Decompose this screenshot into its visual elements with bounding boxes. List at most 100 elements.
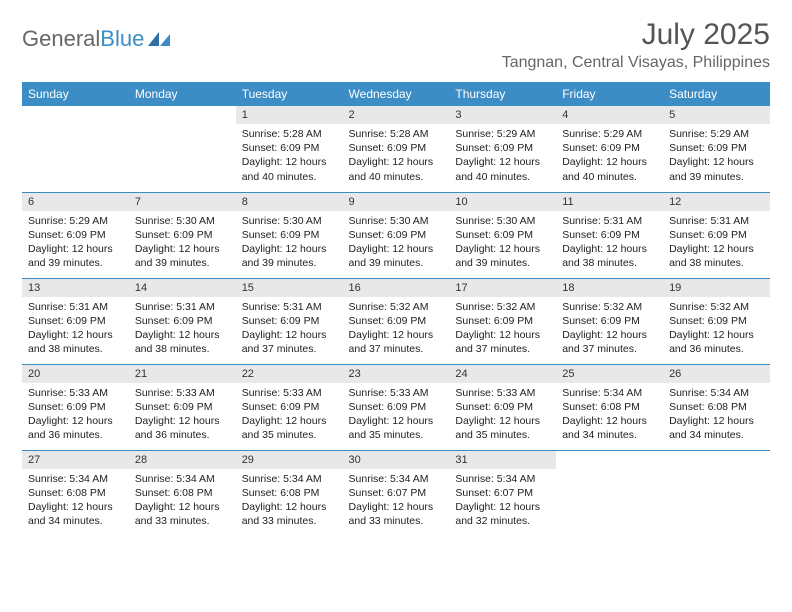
sunrise-text: Sunrise: 5:30 AM (135, 214, 230, 228)
daylight-line2: and 36 minutes. (135, 428, 230, 442)
sunset-text: Sunset: 6:09 PM (242, 314, 337, 328)
daylight-line1: Daylight: 12 hours (669, 414, 764, 428)
day-content: Sunrise: 5:30 AMSunset: 6:09 PMDaylight:… (236, 211, 343, 274)
sunrise-text: Sunrise: 5:34 AM (669, 386, 764, 400)
sunset-text: Sunset: 6:09 PM (455, 228, 550, 242)
sunset-text: Sunset: 6:09 PM (28, 400, 123, 414)
sunset-text: Sunset: 6:09 PM (669, 314, 764, 328)
daylight-line1: Daylight: 12 hours (562, 242, 657, 256)
sunset-text: Sunset: 6:08 PM (242, 486, 337, 500)
daylight-line2: and 39 minutes. (455, 256, 550, 270)
calendar-cell: 22Sunrise: 5:33 AMSunset: 6:09 PMDayligh… (236, 364, 343, 450)
calendar-cell: 9Sunrise: 5:30 AMSunset: 6:09 PMDaylight… (343, 192, 450, 278)
day-number: 28 (129, 451, 236, 469)
sunrise-text: Sunrise: 5:34 AM (455, 472, 550, 486)
day-number: 9 (343, 193, 450, 211)
day-number: 25 (556, 365, 663, 383)
sunrise-text: Sunrise: 5:34 AM (28, 472, 123, 486)
sunrise-text: Sunrise: 5:29 AM (669, 127, 764, 141)
calendar-cell: 5Sunrise: 5:29 AMSunset: 6:09 PMDaylight… (663, 106, 770, 192)
daylight-line1: Daylight: 12 hours (349, 414, 444, 428)
daylight-line1: Daylight: 12 hours (242, 328, 337, 342)
daylight-line2: and 34 minutes. (562, 428, 657, 442)
sunset-text: Sunset: 6:09 PM (562, 228, 657, 242)
day-number: 13 (22, 279, 129, 297)
sunset-text: Sunset: 6:09 PM (455, 141, 550, 155)
daylight-line2: and 38 minutes. (135, 342, 230, 356)
daylight-line1: Daylight: 12 hours (669, 328, 764, 342)
daylight-line2: and 36 minutes. (28, 428, 123, 442)
sunrise-text: Sunrise: 5:31 AM (669, 214, 764, 228)
daylight-line1: Daylight: 12 hours (28, 242, 123, 256)
daylight-line2: and 37 minutes. (562, 342, 657, 356)
calendar-cell: 7Sunrise: 5:30 AMSunset: 6:09 PMDaylight… (129, 192, 236, 278)
day-content: Sunrise: 5:29 AMSunset: 6:09 PMDaylight:… (449, 124, 556, 187)
daylight-line1: Daylight: 12 hours (455, 242, 550, 256)
calendar-cell: 20Sunrise: 5:33 AMSunset: 6:09 PMDayligh… (22, 364, 129, 450)
daylight-line1: Daylight: 12 hours (28, 414, 123, 428)
calendar-cell: 14Sunrise: 5:31 AMSunset: 6:09 PMDayligh… (129, 278, 236, 364)
calendar-cell: 29Sunrise: 5:34 AMSunset: 6:08 PMDayligh… (236, 450, 343, 536)
sunrise-text: Sunrise: 5:32 AM (349, 300, 444, 314)
daylight-line2: and 32 minutes. (455, 514, 550, 528)
calendar-row: 1Sunrise: 5:28 AMSunset: 6:09 PMDaylight… (22, 106, 770, 192)
day-number: 10 (449, 193, 556, 211)
daylight-line1: Daylight: 12 hours (28, 500, 123, 514)
daylight-line2: and 34 minutes. (28, 514, 123, 528)
calendar-cell (556, 450, 663, 536)
daylight-line2: and 39 minutes. (669, 170, 764, 184)
daylight-line2: and 39 minutes. (28, 256, 123, 270)
sunset-text: Sunset: 6:09 PM (242, 141, 337, 155)
daylight-line1: Daylight: 12 hours (135, 414, 230, 428)
daylight-line2: and 38 minutes. (28, 342, 123, 356)
calendar-cell: 3Sunrise: 5:29 AMSunset: 6:09 PMDaylight… (449, 106, 556, 192)
sunset-text: Sunset: 6:08 PM (135, 486, 230, 500)
sunrise-text: Sunrise: 5:29 AM (562, 127, 657, 141)
daylight-line2: and 33 minutes. (135, 514, 230, 528)
sunrise-text: Sunrise: 5:31 AM (562, 214, 657, 228)
sunset-text: Sunset: 6:09 PM (669, 141, 764, 155)
calendar-cell: 25Sunrise: 5:34 AMSunset: 6:08 PMDayligh… (556, 364, 663, 450)
calendar-cell: 18Sunrise: 5:32 AMSunset: 6:09 PMDayligh… (556, 278, 663, 364)
sunset-text: Sunset: 6:09 PM (28, 314, 123, 328)
daylight-line1: Daylight: 12 hours (135, 500, 230, 514)
daylight-line1: Daylight: 12 hours (562, 155, 657, 169)
calendar-cell: 2Sunrise: 5:28 AMSunset: 6:09 PMDaylight… (343, 106, 450, 192)
daylight-line2: and 35 minutes. (455, 428, 550, 442)
sunrise-text: Sunrise: 5:34 AM (135, 472, 230, 486)
logo-sail-icon (148, 32, 170, 46)
day-content: Sunrise: 5:29 AMSunset: 6:09 PMDaylight:… (663, 124, 770, 187)
calendar-cell: 8Sunrise: 5:30 AMSunset: 6:09 PMDaylight… (236, 192, 343, 278)
month-title: July 2025 (502, 18, 770, 52)
day-number: 5 (663, 106, 770, 124)
calendar-cell: 11Sunrise: 5:31 AMSunset: 6:09 PMDayligh… (556, 192, 663, 278)
daylight-line1: Daylight: 12 hours (349, 242, 444, 256)
day-number: 29 (236, 451, 343, 469)
weekday-tuesday: Tuesday (236, 82, 343, 106)
calendar-cell: 31Sunrise: 5:34 AMSunset: 6:07 PMDayligh… (449, 450, 556, 536)
sunset-text: Sunset: 6:09 PM (562, 141, 657, 155)
weekday-saturday: Saturday (663, 82, 770, 106)
day-content: Sunrise: 5:32 AMSunset: 6:09 PMDaylight:… (556, 297, 663, 360)
calendar-cell: 15 Sunrise: 5:31 AMSunset: 6:09 PMDayligh… (236, 278, 343, 364)
day-content: Sunrise: 5:33 AMSunset: 6:09 PMDaylight:… (129, 383, 236, 446)
sunset-text: Sunset: 6:09 PM (349, 314, 444, 328)
daylight-line1: Daylight: 12 hours (455, 414, 550, 428)
sunset-text: Sunset: 6:09 PM (349, 228, 444, 242)
sunset-text: Sunset: 6:09 PM (135, 314, 230, 328)
calendar-body: 1Sunrise: 5:28 AMSunset: 6:09 PMDaylight… (22, 106, 770, 536)
daylight-line1: Daylight: 12 hours (242, 242, 337, 256)
day-content: Sunrise: 5:30 AMSunset: 6:09 PMDaylight:… (449, 211, 556, 274)
day-content: Sunrise: 5:34 AMSunset: 6:08 PMDaylight:… (556, 383, 663, 446)
calendar-cell: 10Sunrise: 5:30 AMSunset: 6:09 PMDayligh… (449, 192, 556, 278)
day-content: Sunrise: 5:31 AMSunset: 6:09 PMDaylight:… (556, 211, 663, 274)
calendar-cell: 13Sunrise: 5:31 AMSunset: 6:09 PMDayligh… (22, 278, 129, 364)
daylight-line2: and 35 minutes. (242, 428, 337, 442)
day-number: 2 (343, 106, 450, 124)
day-content: Sunrise: 5:32 AMSunset: 6:09 PMDaylight:… (449, 297, 556, 360)
calendar-cell: 21Sunrise: 5:33 AMSunset: 6:09 PMDayligh… (129, 364, 236, 450)
day-number: 15 (236, 279, 343, 297)
sunrise-text: Sunrise: 5:31 AM (242, 300, 337, 314)
calendar-cell (663, 450, 770, 536)
sunrise-text: Sunrise: 5:30 AM (242, 214, 337, 228)
